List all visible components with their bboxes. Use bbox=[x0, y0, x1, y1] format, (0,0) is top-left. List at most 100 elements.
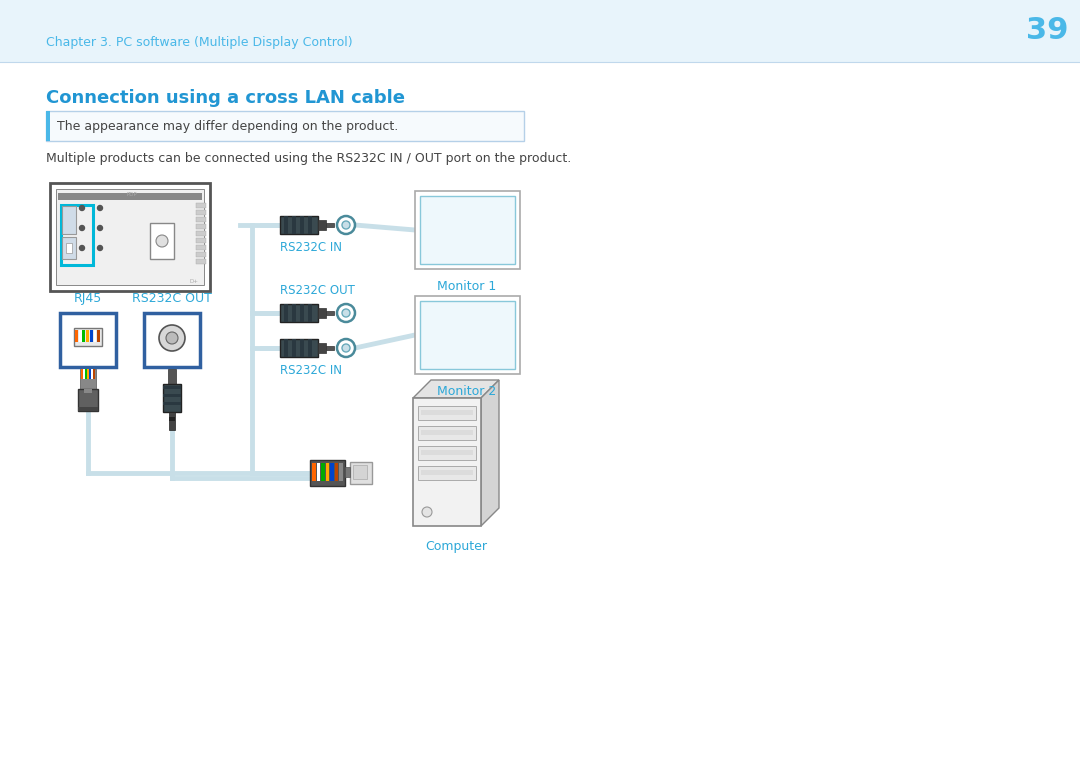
Bar bbox=[326, 311, 334, 315]
Bar bbox=[421, 470, 473, 475]
Bar bbox=[330, 463, 334, 481]
Bar bbox=[326, 346, 334, 350]
Circle shape bbox=[97, 205, 103, 211]
Bar bbox=[418, 446, 476, 460]
Circle shape bbox=[80, 226, 84, 230]
Bar bbox=[195, 252, 206, 257]
Bar bbox=[318, 343, 326, 353]
Circle shape bbox=[342, 309, 350, 317]
Circle shape bbox=[159, 325, 185, 351]
Bar bbox=[58, 193, 202, 200]
Bar bbox=[91, 369, 93, 379]
Bar bbox=[308, 339, 312, 357]
Bar bbox=[335, 463, 338, 481]
Text: RJ45: RJ45 bbox=[73, 292, 103, 305]
Text: 39: 39 bbox=[1026, 15, 1068, 44]
Bar bbox=[97, 330, 100, 342]
Bar bbox=[421, 410, 473, 415]
Bar bbox=[168, 412, 175, 430]
Bar bbox=[284, 216, 288, 234]
Bar bbox=[163, 384, 181, 412]
Circle shape bbox=[342, 221, 350, 229]
Bar bbox=[83, 369, 84, 379]
Bar bbox=[195, 210, 206, 215]
Bar bbox=[163, 394, 181, 397]
Bar bbox=[86, 330, 89, 342]
Circle shape bbox=[422, 507, 432, 517]
Bar bbox=[419, 301, 514, 369]
Bar bbox=[421, 430, 473, 435]
Bar bbox=[316, 463, 320, 481]
Bar bbox=[413, 398, 481, 526]
Circle shape bbox=[337, 304, 355, 322]
Bar bbox=[78, 389, 98, 411]
Bar bbox=[300, 216, 303, 234]
Bar bbox=[50, 183, 210, 291]
Circle shape bbox=[97, 246, 103, 250]
Bar bbox=[81, 369, 82, 379]
Bar bbox=[345, 467, 350, 477]
Text: RS232C OUT: RS232C OUT bbox=[132, 292, 212, 305]
Bar bbox=[79, 330, 81, 342]
Text: The appearance may differ depending on the product.: The appearance may differ depending on t… bbox=[57, 120, 399, 133]
Bar bbox=[284, 339, 288, 357]
Bar bbox=[195, 238, 206, 243]
Bar bbox=[80, 369, 96, 389]
Bar bbox=[339, 463, 342, 481]
Text: RS232C IN: RS232C IN bbox=[280, 241, 342, 254]
Bar bbox=[66, 243, 72, 253]
Circle shape bbox=[166, 332, 178, 344]
Bar bbox=[94, 330, 96, 342]
Bar bbox=[326, 223, 334, 227]
Bar bbox=[89, 369, 91, 379]
Bar bbox=[46, 111, 50, 141]
Bar bbox=[195, 217, 206, 222]
Bar bbox=[85, 369, 86, 379]
Bar bbox=[280, 304, 318, 322]
Bar bbox=[60, 205, 93, 265]
Bar bbox=[292, 339, 296, 357]
Bar bbox=[415, 191, 519, 269]
Bar bbox=[75, 330, 78, 342]
Bar bbox=[195, 203, 206, 208]
Circle shape bbox=[337, 216, 355, 234]
Text: Monitor 2: Monitor 2 bbox=[437, 385, 497, 398]
Text: Connection using a cross LAN cable: Connection using a cross LAN cable bbox=[46, 89, 405, 107]
Bar bbox=[93, 369, 95, 379]
Bar bbox=[150, 223, 174, 259]
Bar bbox=[415, 296, 519, 374]
Bar bbox=[195, 224, 206, 229]
Bar bbox=[84, 389, 92, 393]
Bar bbox=[87, 369, 89, 379]
Bar bbox=[78, 407, 98, 411]
Circle shape bbox=[342, 344, 350, 352]
Bar bbox=[144, 313, 200, 367]
Bar bbox=[195, 259, 206, 264]
Bar bbox=[308, 216, 312, 234]
Text: D+: D+ bbox=[189, 279, 198, 284]
Bar bbox=[280, 339, 318, 357]
Text: PDP: PDP bbox=[126, 192, 137, 197]
Circle shape bbox=[337, 339, 355, 357]
Bar bbox=[75, 328, 102, 346]
Bar bbox=[60, 313, 116, 367]
Bar bbox=[418, 466, 476, 480]
Bar bbox=[350, 462, 372, 484]
Bar bbox=[292, 216, 296, 234]
Bar bbox=[195, 231, 206, 236]
Bar bbox=[353, 465, 367, 479]
Bar bbox=[292, 304, 296, 322]
Bar bbox=[168, 369, 176, 384]
Circle shape bbox=[97, 226, 103, 230]
Polygon shape bbox=[481, 380, 499, 526]
Bar bbox=[321, 463, 324, 481]
Bar bbox=[280, 216, 318, 234]
Bar bbox=[418, 426, 476, 440]
Text: RS232C OUT: RS232C OUT bbox=[280, 284, 355, 297]
Bar bbox=[163, 386, 181, 389]
Bar bbox=[310, 460, 345, 486]
Polygon shape bbox=[413, 380, 499, 398]
Text: RS232C IN: RS232C IN bbox=[280, 364, 342, 377]
Bar bbox=[168, 417, 175, 421]
Bar bbox=[56, 189, 204, 285]
